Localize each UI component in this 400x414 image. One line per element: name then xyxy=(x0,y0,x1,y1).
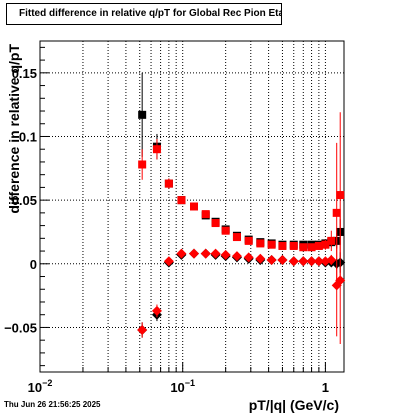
data-point-diamond xyxy=(163,256,174,267)
y-axis-title: difference in relative q/pT xyxy=(6,44,22,214)
data-point-square xyxy=(211,219,220,228)
y-tick-label: 0.05 xyxy=(12,193,37,208)
data-point-square xyxy=(201,210,210,219)
data-point-diamond xyxy=(313,256,324,267)
y-tick-label: 0 xyxy=(30,257,37,272)
data-point-square xyxy=(138,110,147,119)
data-point-diamond xyxy=(243,252,254,263)
data-point-square xyxy=(221,226,230,235)
timestamp: Thu Jun 26 21:56:25 2025 xyxy=(4,400,101,409)
data-point-diamond xyxy=(151,305,162,316)
data-point-diamond xyxy=(266,254,277,265)
data-point-diamond xyxy=(137,324,148,335)
y-tick-label: −0.05 xyxy=(4,320,37,335)
plot-border xyxy=(39,40,345,373)
data-point-square xyxy=(299,243,308,252)
data-point-square xyxy=(189,202,198,211)
data-point-diamond xyxy=(255,253,266,264)
grid-lines xyxy=(40,41,344,372)
data-point-square xyxy=(244,236,253,245)
chart-title: Fitted difference in relative q/pT for G… xyxy=(6,3,282,25)
data-point-square xyxy=(307,243,316,252)
data-point-square xyxy=(289,241,298,250)
y-tick-label: 0.1 xyxy=(19,129,37,144)
axis-ticks xyxy=(39,46,326,372)
data-point-square xyxy=(177,196,186,205)
x-tick-label: 10−2 xyxy=(28,378,53,395)
data-point-square xyxy=(152,145,161,154)
data-point-diamond xyxy=(335,275,346,286)
data-point-square xyxy=(336,191,345,200)
data-point-diamond xyxy=(306,256,317,267)
data-markers xyxy=(137,72,346,344)
plot-frame xyxy=(39,40,345,373)
data-point-square xyxy=(232,233,241,242)
x-tick-label: 1 xyxy=(322,380,329,395)
data-point-diamond xyxy=(200,248,211,259)
x-tick-label: 10−1 xyxy=(170,378,195,395)
data-point-diamond xyxy=(176,248,187,259)
data-point-diamond xyxy=(220,249,231,260)
data-point-square xyxy=(267,240,276,249)
data-point-square xyxy=(278,241,287,250)
y-tick-label: 0.15 xyxy=(12,66,37,81)
data-point-diamond xyxy=(210,248,221,259)
data-point-square xyxy=(321,240,330,249)
data-point-diamond xyxy=(188,248,199,259)
data-point-diamond xyxy=(288,256,299,267)
data-point-square xyxy=(332,208,341,217)
data-point-square xyxy=(327,236,336,245)
data-point-square xyxy=(138,160,147,169)
data-point-diamond xyxy=(277,254,288,265)
data-point-square xyxy=(314,241,323,250)
x-axis-title: pT/|q| (GeV/c) xyxy=(249,397,339,413)
data-point-square xyxy=(164,179,173,188)
data-point-diamond xyxy=(298,256,309,267)
data-point-square xyxy=(256,239,265,248)
tick-labels: 10−2 10−1 1 −0.05 0 0.05 0.1 0.15 xyxy=(4,66,329,395)
data-point-diamond xyxy=(326,254,337,265)
data-point-diamond xyxy=(231,251,242,262)
